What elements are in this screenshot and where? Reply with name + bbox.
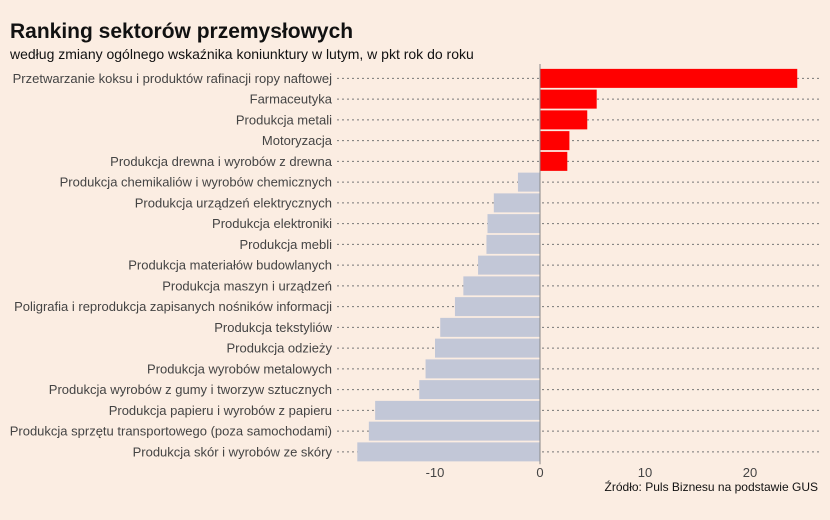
bar: [486, 234, 540, 254]
bar: [425, 359, 540, 379]
category-label: Produkcja sprzętu transportowego (poza s…: [10, 424, 332, 439]
bar: [487, 214, 540, 234]
x-tick-label: -10: [426, 465, 445, 480]
category-label: Motoryzacja: [262, 133, 333, 148]
chart-title: Ranking sektorów przemysłowych: [10, 20, 354, 43]
source-note: Źródło: Puls Biznesu na podstawie GUS: [604, 480, 818, 494]
bar: [463, 276, 540, 296]
category-label: Produkcja materiałów budowlanych: [128, 258, 332, 273]
x-tick-label: 20: [743, 465, 757, 480]
bar: [435, 338, 540, 358]
bar: [368, 421, 540, 441]
x-tick-label: 10: [638, 465, 652, 480]
x-tick-label: 0: [536, 465, 543, 480]
category-label: Produkcja wyrobów metalowych: [147, 361, 332, 376]
bar: [375, 400, 540, 420]
bar: [493, 193, 540, 213]
category-label: Produkcja elektroniki: [212, 216, 332, 231]
bar: [540, 89, 597, 109]
bar: [540, 68, 798, 88]
bar: [478, 255, 540, 275]
bar: [540, 151, 568, 171]
category-label: Farmaceutyka: [250, 92, 333, 107]
category-label: Produkcja odzieży: [227, 341, 333, 356]
bar: [357, 442, 540, 462]
category-label: Poligrafia i reprodukcja zapisanych nośn…: [14, 299, 332, 314]
bar: [440, 317, 540, 337]
bar: [419, 380, 540, 400]
category-label: Produkcja drewna i wyrobów z drewna: [110, 154, 333, 169]
category-label: Produkcja wyrobów z gumy i tworzyw sztuc…: [49, 382, 332, 397]
chart-subtitle: według zmiany ogólnego wskaźnika koniunk…: [10, 46, 474, 62]
category-label: Produkcja papieru i wyrobów z papieru: [109, 403, 332, 418]
bar: [517, 172, 540, 192]
category-label: Produkcja skór i wyrobów ze skóry: [133, 444, 333, 459]
category-label: Produkcja metali: [236, 112, 332, 127]
category-label: Produkcja mebli: [240, 237, 333, 252]
category-label: Produkcja tekstyliów: [214, 320, 332, 335]
bar: [540, 131, 570, 151]
category-label: Produkcja urządzeń elektrycznych: [135, 195, 332, 210]
category-label: Przetwarzanie koksu i produktów rafinacj…: [13, 71, 332, 86]
category-label: Produkcja maszyn i urządzeń: [162, 278, 332, 293]
category-label: Produkcja chemikaliów i wyrobów chemiczn…: [60, 175, 332, 190]
bar: [540, 110, 588, 130]
bar: [454, 297, 540, 317]
